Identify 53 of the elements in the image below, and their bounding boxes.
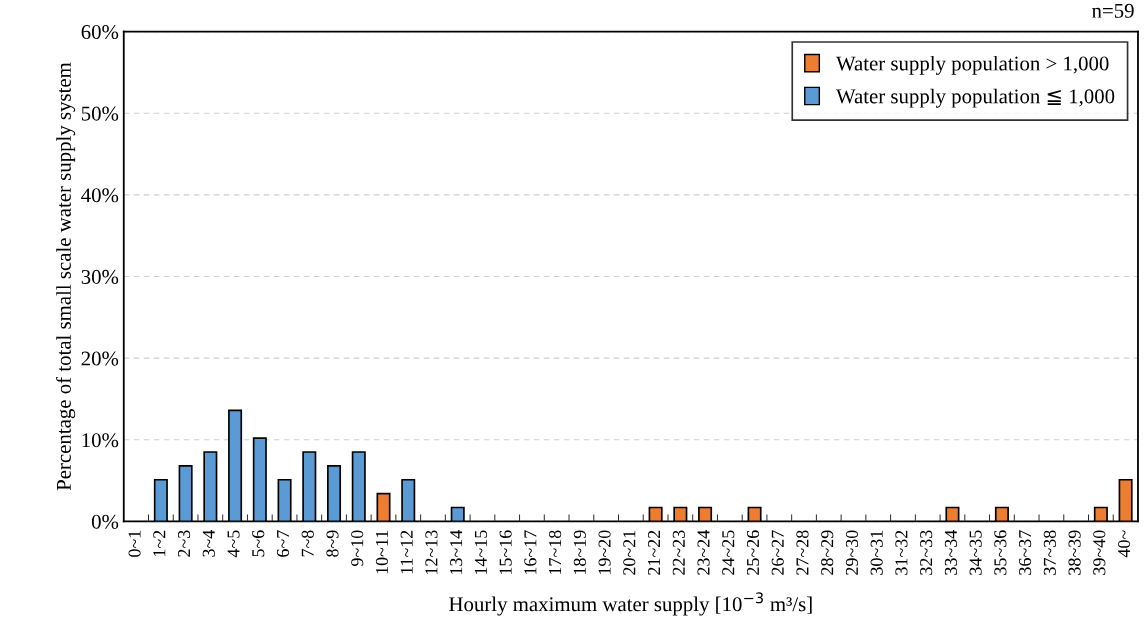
x-tick-label: 22~23	[672, 530, 685, 575]
x-tick-label: 14~15	[474, 530, 487, 575]
x-tick-label: 33~34	[944, 530, 957, 575]
x-tick-label: 8~9	[326, 530, 339, 557]
x-tick-label: 32~33	[920, 530, 933, 575]
y-tick-label: 20%	[81, 351, 119, 366]
x-tick-label: 18~19	[573, 530, 586, 575]
x-tick-label: 7~8	[301, 530, 314, 557]
legend-label: Water supply population ≦ 1,000	[836, 88, 1115, 108]
y-tick-label: 50%	[81, 106, 119, 121]
x-tick-label: 40~	[1117, 530, 1131, 558]
x-tick-label: 29~30	[845, 530, 859, 575]
x-tick-label: 9~10	[351, 530, 364, 567]
y-tick-label: 40%	[81, 188, 119, 203]
y-tick-label: 60%	[81, 24, 119, 40]
x-tick-label: 1~2	[153, 530, 166, 556]
x-tick-label: 23~24	[697, 530, 710, 575]
x-tick-label: 3~4	[202, 530, 215, 557]
x-tick-label: 21~22	[648, 530, 660, 575]
x-tick-label: 10~11	[375, 530, 389, 574]
x-tick-label: 19~20	[598, 530, 611, 575]
x-tick-label: 31~32	[895, 530, 908, 575]
x-tick-label: 20~21	[623, 530, 636, 575]
x-tick-label: 5~6	[252, 530, 265, 557]
x-tick-label: 35~36	[994, 530, 1007, 575]
x-tick-label: 4~5	[227, 530, 240, 558]
x-tick-label: 25~26	[746, 530, 760, 575]
x-tick-label: 24~25	[722, 530, 735, 575]
x-tick-label: 17~18	[549, 530, 562, 575]
x-axis-title: Hourly maximum water supply [10$^{−3}$ m³/s]	[449, 592, 812, 616]
x-tick-label: 6~7	[276, 530, 290, 557]
x-tick-label: 15~16	[499, 530, 512, 575]
x-tick-label: 28~29	[821, 530, 834, 575]
y-tick-label: 0%	[91, 514, 119, 529]
x-tick-label: 38~39	[1068, 530, 1081, 575]
text: n=59	[1092, 3, 1134, 18]
x-tick-label: 11~12	[400, 530, 413, 574]
x-tick-label: 39~40	[1093, 530, 1106, 575]
x-tick-label: 34~35	[969, 530, 982, 575]
x-tick-label: 0~1	[128, 530, 141, 557]
y-tick-label: 30%	[81, 269, 119, 284]
x-tick-label: 37~38	[1043, 530, 1056, 575]
x-tick-label: 26~27	[771, 530, 784, 575]
legend-label: Water supply population > 1,000	[836, 55, 1109, 75]
x-tick-label: 13~14	[450, 530, 463, 575]
x-tick-label: 2~3	[178, 530, 191, 557]
y-tick-label: 10%	[82, 433, 119, 448]
x-tick-label: 12~13	[425, 530, 438, 575]
x-tick-label: 36~37	[1019, 530, 1032, 575]
x-tick-label: 27~28	[796, 530, 809, 575]
y-axis-title: Percentage of total small scale water supply system	[56, 62, 76, 491]
x-tick-label: 16~17	[524, 530, 537, 575]
x-tick-label: 30~31	[870, 530, 883, 575]
